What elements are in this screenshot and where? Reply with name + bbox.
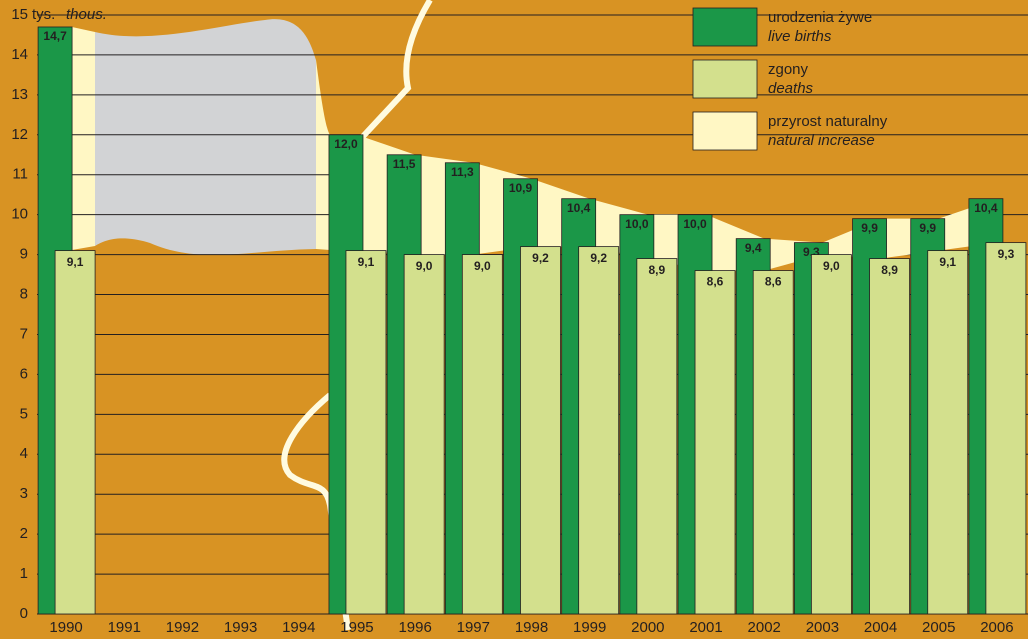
value-label: 12,0 xyxy=(334,137,358,151)
value-label: 9,9 xyxy=(919,221,936,235)
y-axis-unit-en: thous. xyxy=(66,6,107,23)
y-tick-label: 1 xyxy=(20,565,28,582)
x-tick-label: 1999 xyxy=(573,619,606,636)
bar xyxy=(636,258,678,615)
x-tick-label: 1997 xyxy=(457,619,490,636)
value-label: 9,1 xyxy=(358,255,375,269)
y-tick-label: 7 xyxy=(20,325,28,342)
value-label: 10,0 xyxy=(625,217,649,231)
x-tick-label: 2000 xyxy=(631,619,664,636)
bar xyxy=(927,250,969,615)
value-label: 11,3 xyxy=(451,165,474,179)
y-axis-unit: tys. xyxy=(32,6,55,23)
x-tick-label: 1991 xyxy=(108,619,141,636)
y-tick-label: 2 xyxy=(20,525,28,542)
value-label: 9,9 xyxy=(861,221,878,235)
x-tick-label: 2001 xyxy=(689,619,722,636)
y-tick-label: 11 xyxy=(12,166,28,183)
value-label: 9,3 xyxy=(998,247,1015,261)
value-label: 8,6 xyxy=(765,275,782,289)
y-tick-label: 8 xyxy=(20,286,28,303)
bar xyxy=(694,270,736,615)
y-tick-label: 12 xyxy=(11,126,28,143)
bar xyxy=(520,246,561,615)
bar xyxy=(810,254,852,615)
legend-label: przyrost naturalny xyxy=(768,113,888,130)
bar xyxy=(869,258,910,615)
value-label: 9,1 xyxy=(67,255,84,269)
value-label: 8,9 xyxy=(881,263,898,277)
value-label: 9,0 xyxy=(474,259,491,273)
x-tick-label: 1990 xyxy=(49,619,82,636)
legend-swatch xyxy=(692,7,758,47)
bar xyxy=(461,254,503,615)
border-decoration xyxy=(281,0,433,631)
x-tick-label: 2006 xyxy=(980,619,1013,636)
x-tick-label: 1996 xyxy=(398,619,431,636)
bar xyxy=(54,250,96,615)
legend-label-en: natural increase xyxy=(768,132,875,149)
bar xyxy=(403,254,445,615)
value-label: 10,9 xyxy=(509,181,533,195)
y-tick-label: 3 xyxy=(20,485,28,502)
value-label: 8,9 xyxy=(649,263,666,277)
value-label: 10,4 xyxy=(974,201,998,215)
x-tick-label: 1993 xyxy=(224,619,257,636)
legend-label-en: live births xyxy=(768,28,832,45)
bar xyxy=(985,242,1027,615)
y-tick-label: 5 xyxy=(20,405,28,422)
x-tick-label: 1995 xyxy=(340,619,373,636)
value-label: 14,7 xyxy=(43,29,67,43)
y-tick-label: 9 xyxy=(20,246,28,263)
x-tick-label: 2004 xyxy=(864,619,897,636)
y-tick-label: 15 xyxy=(11,6,28,23)
missing-data-area xyxy=(95,19,316,255)
legend-label-en: deaths xyxy=(768,80,814,97)
value-label: 10,0 xyxy=(683,217,707,231)
value-label: 11,5 xyxy=(393,157,416,171)
legend-swatch xyxy=(692,111,758,151)
y-tick-label: 13 xyxy=(11,86,28,103)
x-tick-label: 2005 xyxy=(922,619,955,636)
bar xyxy=(752,270,794,615)
legend-label: urodzenia żywe xyxy=(768,9,872,26)
value-label: 9,0 xyxy=(416,259,433,273)
x-tick-label: 1992 xyxy=(166,619,199,636)
x-tick-label: 2002 xyxy=(748,619,781,636)
y-tick-label: 6 xyxy=(20,365,28,382)
legend-swatch xyxy=(692,59,758,99)
value-label: 9,1 xyxy=(939,255,956,269)
value-label: 9,4 xyxy=(745,241,762,255)
value-label: 8,6 xyxy=(707,275,724,289)
value-label: 10,4 xyxy=(567,201,591,215)
value-label: 9,2 xyxy=(532,251,549,265)
y-tick-label: 0 xyxy=(20,605,28,622)
value-label: 9,2 xyxy=(590,251,607,265)
bar xyxy=(578,246,620,615)
value-label: 9,0 xyxy=(823,259,840,273)
legend-label: zgony xyxy=(768,61,809,78)
x-tick-label: 2003 xyxy=(806,619,839,636)
y-tick-label: 10 xyxy=(11,206,28,223)
x-tick-label: 1994 xyxy=(282,619,315,636)
x-tick-label: 1998 xyxy=(515,619,548,636)
bar xyxy=(345,250,387,615)
y-tick-label: 4 xyxy=(20,445,28,462)
y-tick-label: 14 xyxy=(11,46,28,63)
